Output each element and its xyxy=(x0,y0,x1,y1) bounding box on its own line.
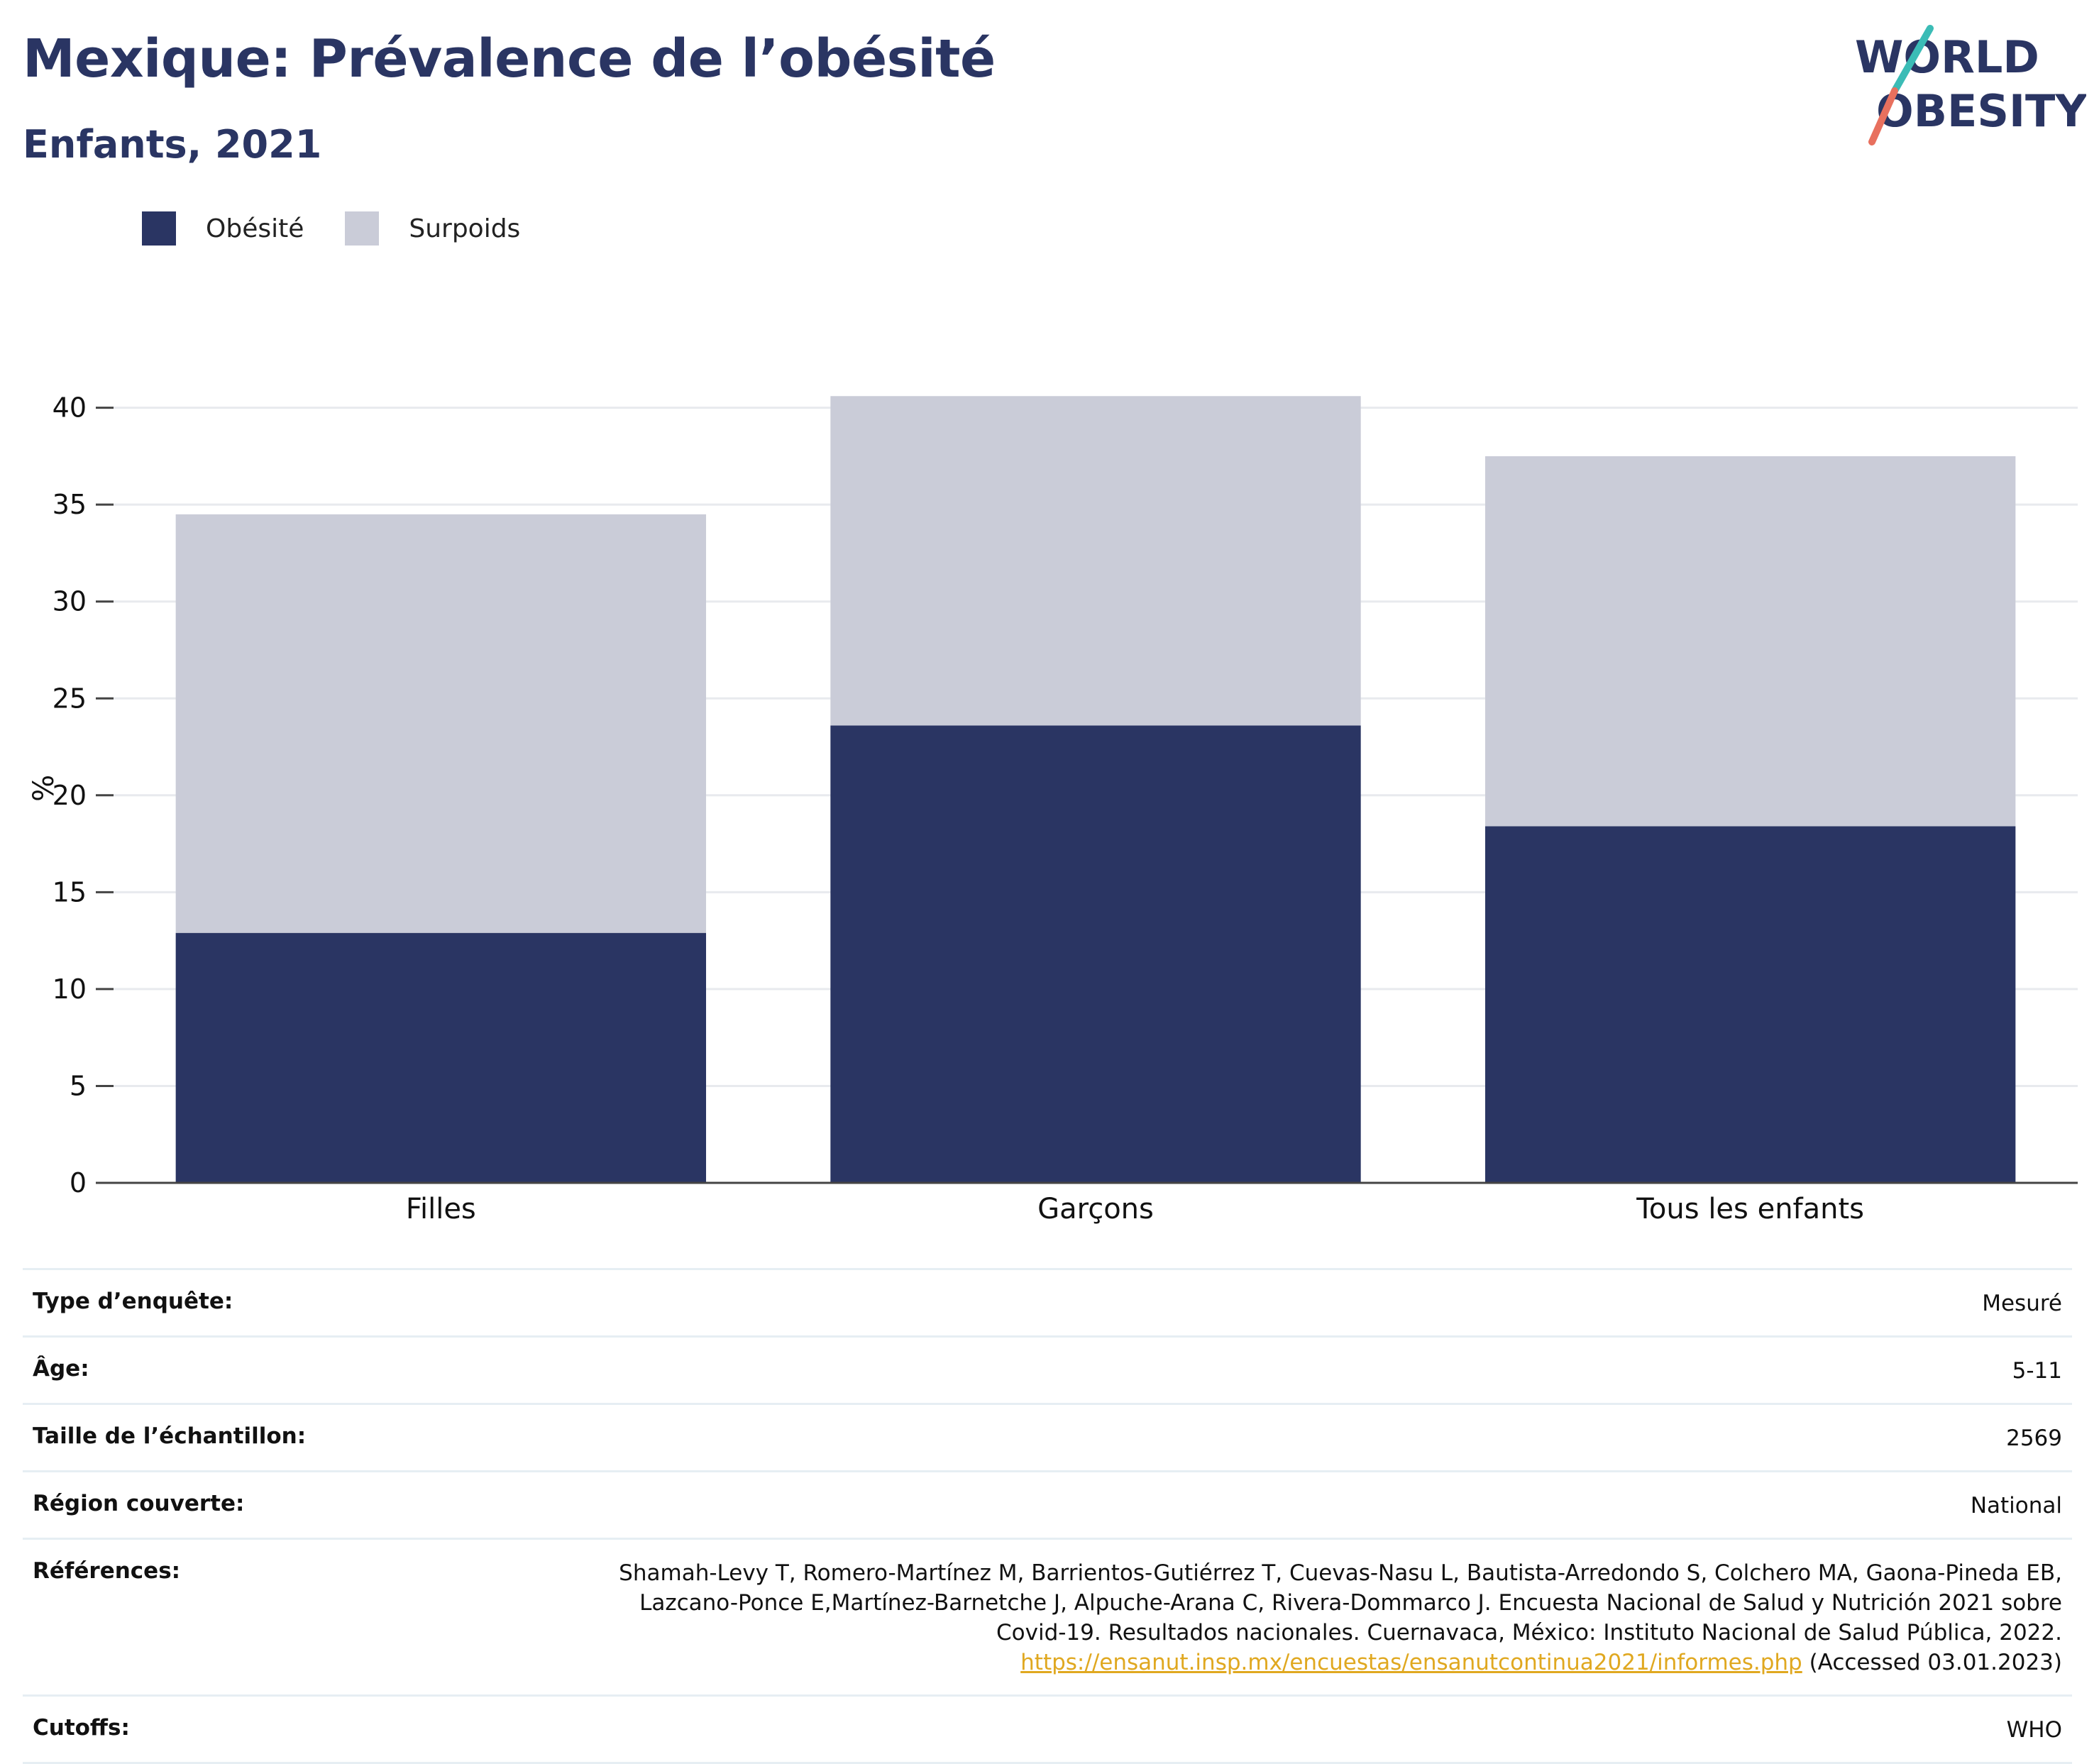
svg-text:OBESITY: OBESITY xyxy=(1876,85,2086,137)
reference-line-4: https://ensanut.insp.mx/encuestas/ensanu… xyxy=(619,1648,2062,1677)
survey-type-value: Mesuré xyxy=(1982,1291,2062,1316)
chart-title: Mexique: Prévalence de l’obésité xyxy=(23,28,996,89)
references-value: Shamah-Levy T, Romero-Martínez M, Barrie… xyxy=(619,1558,2062,1677)
info-row-cutoffs: Cutoffs: WHO xyxy=(23,1694,2072,1764)
legend-item-surpoids: Surpoids xyxy=(345,211,520,246)
y-tick-label: 35 xyxy=(53,489,87,520)
y-tick-label: 0 xyxy=(70,1167,87,1198)
y-tick-label: 10 xyxy=(53,974,87,1005)
legend-label-obesite: Obésité xyxy=(206,214,304,243)
cutoffs-value: WHO xyxy=(2006,1717,2062,1743)
bar-obesite-0 xyxy=(175,932,707,1183)
bar-obesite-1 xyxy=(830,725,1361,1183)
info-table: Type d’enquête: Mesuré Âge: 5-11 Taille … xyxy=(23,1268,2072,1764)
chart-subtitle: Enfants, 2021 xyxy=(23,122,322,167)
info-row-age: Âge: 5-11 xyxy=(23,1335,2072,1403)
reference-accessed: (Accessed 03.01.2023) xyxy=(1802,1650,2062,1675)
sample-size-value: 2569 xyxy=(2006,1426,2062,1451)
x-tick-label: Garçons xyxy=(1037,1193,1154,1225)
y-tick-label: 20 xyxy=(53,780,87,811)
legend: Obésité Surpoids xyxy=(142,211,561,246)
bar-surpoids-2 xyxy=(1484,456,2016,827)
svg-text:WORLD: WORLD xyxy=(1855,31,2039,83)
survey-type-label: Type d’enquête: xyxy=(33,1289,233,1314)
stacked-bar-chart: 0 5 10 15 20 25 30 35 40% Filles Garçons Tous les e… xyxy=(28,392,2078,1225)
info-row-survey-type: Type d’enquête: Mesuré xyxy=(23,1268,2072,1335)
info-row-references: Références: Shamah-Levy T, Romero-Martín… xyxy=(23,1538,2072,1694)
legend-label-surpoids: Surpoids xyxy=(409,214,521,243)
y-tick-label: 5 xyxy=(70,1070,87,1101)
reference-line-2: Lazcano-Ponce E,Martínez-Barnetche J, Al… xyxy=(639,1590,2062,1616)
info-row-sample-size: Taille de l’échantillon: 2569 xyxy=(23,1403,2072,1470)
cutoffs-label: Cutoffs: xyxy=(33,1715,130,1741)
y-tick-label: 25 xyxy=(53,683,87,714)
region-value: National xyxy=(1970,1493,2062,1518)
world-obesity-logo: WORLD OBESITY xyxy=(1855,25,2086,145)
legend-swatch-surpoids xyxy=(345,211,380,246)
info-row-region: Région couverte: National xyxy=(23,1470,2072,1538)
age-label: Âge: xyxy=(33,1356,89,1382)
y-tick-label: 30 xyxy=(53,586,87,617)
region-label: Région couverte: xyxy=(33,1491,245,1516)
bar-obesite-2 xyxy=(1484,826,2016,1183)
y-axis-label: % xyxy=(28,775,60,802)
reference-line-3: Covid-19. Resultados nacionales. Cuernav… xyxy=(996,1620,2062,1646)
legend-swatch-obesite xyxy=(142,211,176,246)
age-value: 5-11 xyxy=(2012,1358,2062,1384)
reference-line-1: Shamah-Levy T, Romero-Martínez M, Barrie… xyxy=(619,1560,2062,1586)
y-tick-label: 15 xyxy=(53,876,87,908)
bar-surpoids-1 xyxy=(830,396,1361,726)
bar-surpoids-0 xyxy=(175,514,707,933)
x-tick-label: Tous les enfants xyxy=(1636,1193,1864,1225)
references-label: Références: xyxy=(33,1558,181,1584)
x-tick-label: Filles xyxy=(406,1193,476,1225)
y-tick-label: 40 xyxy=(53,392,87,424)
sample-size-label: Taille de l’échantillon: xyxy=(33,1423,307,1449)
reference-link[interactable]: https://ensanut.insp.mx/encuestas/ensanu… xyxy=(1020,1650,1802,1675)
legend-item-obesite: Obésité xyxy=(142,211,304,246)
